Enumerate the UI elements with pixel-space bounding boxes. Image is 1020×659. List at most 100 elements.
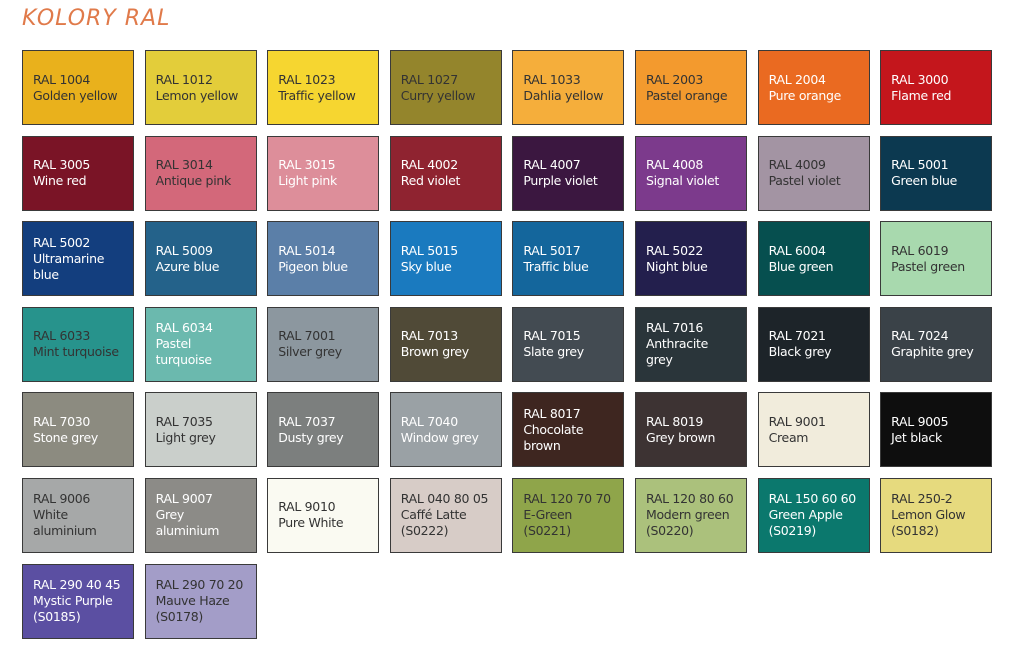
swatch-name: Grey aluminium [155,507,220,539]
swatch-name: Jet black [891,429,942,445]
swatch-code: RAL 7013 [400,328,458,344]
color-swatch: RAL 5017 Traffic blue [512,221,625,297]
swatch-extra: (S0185) [33,609,81,625]
swatch-extra: (S0178) [155,609,204,625]
swatch-name: Anthracite grey [645,336,709,368]
swatch-name: Antique pink [155,173,232,189]
swatch-code: RAL 8017 [523,405,581,421]
color-swatch: RAL 7035 Light grey [144,392,257,468]
swatch-name: Silver grey [278,344,342,360]
swatch-code: RAL 4009 [768,157,826,173]
swatch-code: RAL 3000 [891,71,949,87]
swatch-code: RAL 7015 [523,328,581,344]
color-swatch: RAL 1012 Lemon yellow [144,50,257,125]
color-swatch: RAL 1033 Dahlia yellow [512,50,625,125]
color-swatch: RAL 5001 Green blue [880,135,993,211]
swatch-name: Traffic blue [523,258,589,274]
swatch-code: RAL 2003 [645,71,704,87]
swatch-name: Pure White [278,515,344,531]
swatch-extra: (S0221) [523,523,571,539]
swatch-code: RAL 5009 [155,242,213,258]
color-swatch: RAL 120 80 60 Modern green (S0220) [634,477,747,553]
color-swatch: RAL 7001 Silver grey [267,306,380,382]
swatch-extra: (S0219) [768,523,817,539]
color-swatch: RAL 8019 Grey brown [634,392,747,468]
swatch-code: RAL 6033 [33,328,91,344]
swatch-name: Flame red [891,87,952,103]
color-swatch: RAL 8017 Chocolate brown [512,392,625,468]
swatch-code: RAL 1012 [155,71,213,87]
swatch-code: RAL 5022 [645,242,704,258]
swatch-name: Mauve Haze [155,593,230,609]
swatch-name: Dahlia yellow [523,87,604,103]
swatch-code: RAL 4008 [645,157,704,173]
swatch-name: Ultramarine blue [33,250,105,282]
swatch-name: Cream [768,429,809,445]
color-swatch: RAL 1004 Golden yellow [22,50,134,125]
swatch-code: RAL 150 60 60 [768,491,857,507]
swatch-name: Azure blue [155,258,220,274]
color-swatch: RAL 6034 Pastel turquoise [144,306,257,382]
swatch-code: RAL 6004 [768,242,826,258]
swatch-code: RAL 5015 [400,242,458,258]
swatch-name: Night blue [645,258,708,274]
color-swatch: RAL 5015 Sky blue [389,221,502,297]
swatch-name: Pigeon blue [278,258,348,274]
swatch-code: RAL 040 80 05 [400,491,489,507]
swatch-name: Red violet [400,173,461,189]
color-swatch: RAL 290 70 20 Mauve Haze (S0178) [144,563,257,639]
color-swatch: RAL 7015 Slate grey [512,306,625,382]
color-swatch: RAL 9005 Jet black [880,392,993,468]
swatch-code: RAL 7030 [33,413,91,429]
page-title: KOLORY RAL [22,6,171,31]
swatch-code: RAL 3005 [33,157,91,173]
swatch-extra: (S0222) [400,523,449,539]
swatch-extra: (S0220) [645,523,694,539]
swatch-name: Curry yellow [400,87,476,103]
color-swatch: RAL 7030 Stone grey [22,392,134,468]
swatch-name: Green blue [891,173,958,189]
swatch-name: Golden yellow [33,87,118,103]
swatch-code: RAL 1027 [400,71,458,87]
swatch-code: RAL 3015 [278,157,336,173]
swatch-code: RAL 5017 [523,242,581,258]
swatch-code: RAL 5002 [33,234,91,250]
swatch-name: Sky blue [400,258,452,274]
color-swatch: RAL 6004 Blue green [757,221,870,297]
color-swatch: RAL 3015 Light pink [267,135,380,211]
color-swatch: RAL 6019 Pastel green [880,221,993,297]
color-swatch: RAL 3005 Wine red [22,135,134,211]
color-swatch: RAL 9006 White aluminium [22,477,134,553]
swatch-code: RAL 5014 [278,242,336,258]
swatch-code: RAL 9007 [155,491,213,507]
swatch-code: RAL 7021 [768,328,826,344]
swatch-code: RAL 7001 [278,328,336,344]
swatch-code: RAL 7024 [891,328,949,344]
swatch-name: Window grey [400,429,479,445]
color-swatch: RAL 9007 Grey aluminium [144,477,257,553]
swatch-name: Stone grey [33,429,98,445]
swatch-code: RAL 7016 [645,320,704,336]
swatch-extra: (S0182) [891,523,939,539]
swatch-code: RAL 290 40 45 [33,577,121,593]
color-swatch: RAL 150 60 60 Green Apple (S0219) [757,477,870,553]
swatch-code: RAL 9006 [33,491,91,507]
color-swatch: RAL 5002 Ultramarine blue [22,221,134,297]
swatch-code: RAL 9010 [278,499,336,515]
swatch-name: Purple violet [523,173,598,189]
swatch-name: Green Apple [768,507,843,523]
color-swatch: RAL 120 70 70 E-Green (S0221) [512,477,625,553]
swatch-name: Lemon Glow [891,507,966,523]
swatch-name: Traffic yellow [278,87,356,103]
swatch-code: RAL 1033 [523,71,581,87]
swatch-name: Wine red [33,173,87,189]
color-swatch: RAL 6033 Mint turquoise [22,306,134,382]
swatch-name: Chocolate brown [523,421,584,453]
color-swatch: RAL 3000 Flame red [880,50,993,125]
swatch-name: Graphite grey [891,344,974,360]
swatch-name: Slate grey [523,344,584,360]
swatch-code: RAL 5001 [891,157,949,173]
swatch-code: RAL 7037 [278,413,336,429]
swatch-name: Blue green [768,258,834,274]
color-swatch: RAL 2004 Pure orange [757,50,870,125]
